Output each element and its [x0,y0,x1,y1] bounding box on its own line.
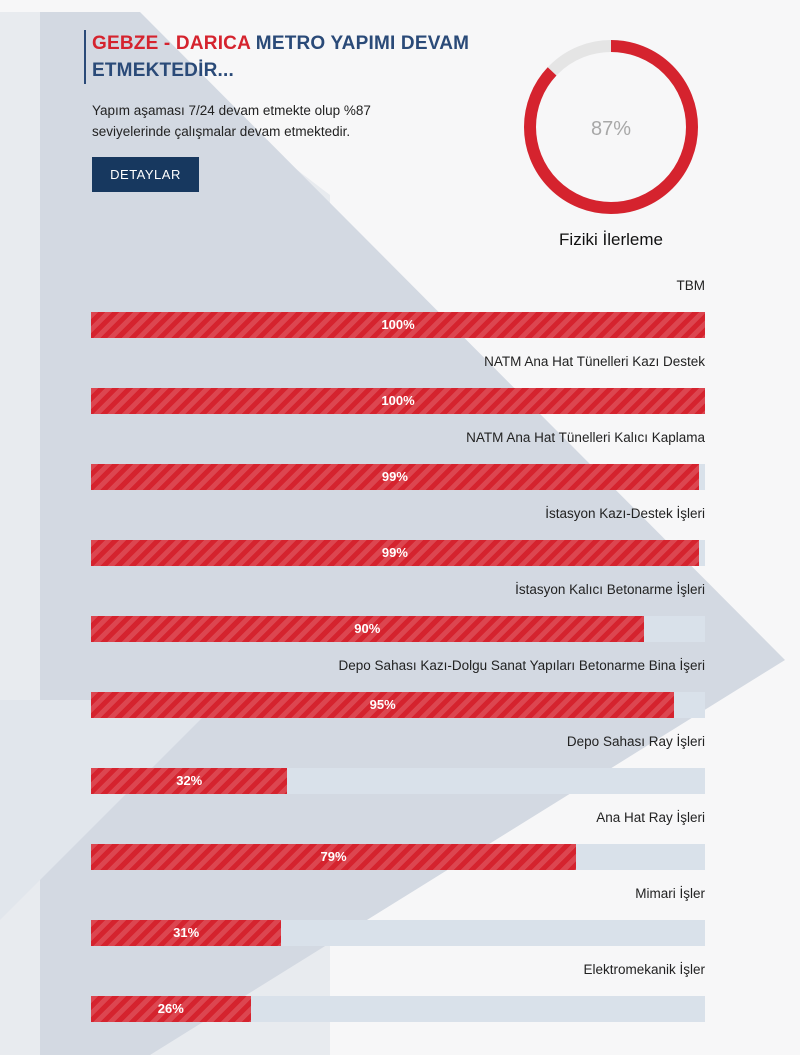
progress-track: 95% [91,692,705,718]
progress-track: 100% [91,312,705,338]
progress-fill: 31% [91,920,282,946]
progress-item-label: İstasyon Kazı-Destek İşleri [545,506,705,521]
progress-track: 90% [91,616,705,642]
progress-item: Depo Sahası Kazı-Dolgu Sanat Yapıları Be… [91,656,705,718]
progress-item-label: Depo Sahası Ray İşleri [566,734,705,749]
progress-track: 100% [91,388,705,414]
gauge-value-label: 87% [591,118,631,140]
progress-item-label: NATM Ana Hat Tünelleri Kalıcı Kaplama [466,430,705,445]
progress-fill: 26% [91,996,251,1022]
details-button[interactable]: DETAYLAR [92,157,199,192]
progress-item-label: Elektromekanik İşler [583,962,705,977]
progress-percent-label: 31% [173,925,200,940]
progress-track: 26% [91,996,705,1022]
progress-item: Mimari İşler 31% [91,884,705,946]
progress-percent-label: 90% [354,621,381,636]
progress-item: Elektromekanik İşler 26% [91,960,705,1022]
progress-item: Depo Sahası Ray İşleri 32% [91,732,705,794]
progress-fill: 32% [91,768,288,794]
progress-track: 79% [91,844,705,870]
progress-item-label: NATM Ana Hat Tünelleri Kazı Destek [484,354,705,369]
progress-item: İstasyon Kazı-Destek İşleri 99% [91,504,705,566]
progress-fill: 99% [91,464,699,490]
progress-percent-label: 79% [320,849,347,864]
gauge-arc [524,40,698,214]
progress-track: 32% [91,768,705,794]
progress-track: 99% [91,464,705,490]
progress-item: NATM Ana Hat Tünelleri Kalıcı Kaplama 99% [91,428,705,490]
progress-item-label: Depo Sahası Kazı-Dolgu Sanat Yapıları Be… [338,658,705,673]
progress-fill: 100% [91,388,705,414]
gauge-caption: Fiziki İlerleme [559,230,663,249]
progress-item-label: İstasyon Kalıcı Betonarme İşleri [515,582,705,597]
progress-item: NATM Ana Hat Tünelleri Kazı Destek 100% [91,352,705,414]
title-accent: GEBZE - DARICA [92,33,251,54]
progress-fill: 99% [91,540,699,566]
progress-item: Ana Hat Ray İşleri 79% [91,808,705,870]
progress-percent-label: 99% [381,469,408,484]
project-description: Yapım aşaması 7/24 devam etmekte olup %8… [92,103,371,139]
progress-item-label: TBM [676,278,706,293]
title-rest: METRO YAPIMI DEVAM ETMEKTEDİR... [92,33,470,81]
progress-item: TBM 100% [91,276,705,338]
progress-fill: 79% [91,844,577,870]
progress-percent-label: 100% [381,393,415,408]
progress-percent-label: 26% [157,1001,184,1016]
progress-percent-label: 95% [369,697,396,712]
progress-fill: 90% [91,616,644,642]
progress-item: İstasyon Kalıcı Betonarme İşleri 90% [91,580,705,642]
progress-percent-label: 100% [381,317,415,332]
progress-item-label: Ana Hat Ray İşleri [596,810,705,825]
progress-track: 99% [91,540,705,566]
progress-percent-label: 99% [381,545,408,560]
progress-gauge: 87% [524,40,698,214]
progress-fill: 95% [91,692,675,718]
progress-track: 31% [91,920,705,946]
progress-item-label: Mimari İşler [635,886,705,901]
page-title: GEBZE - DARICA METRO YAPIMI DEVAM ETMEKT… [84,30,492,84]
progress-fill: 100% [91,312,705,338]
progress-percent-label: 32% [176,773,203,788]
